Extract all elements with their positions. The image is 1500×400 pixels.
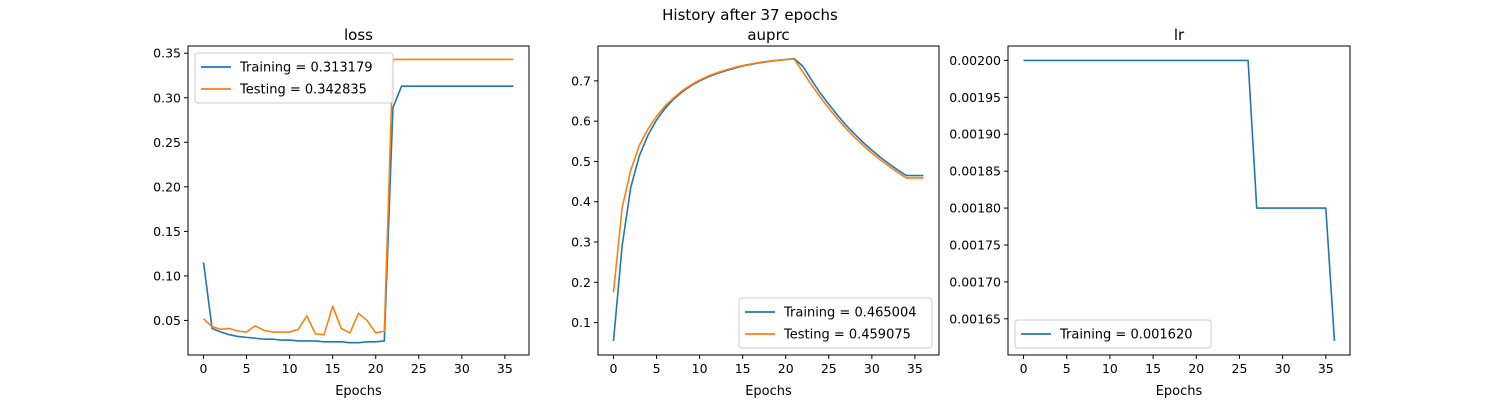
x-tick-label: 25 — [411, 361, 427, 376]
y-tick-label: 0.30 — [153, 90, 181, 105]
chart-panel-loss: loss 0 5 10 15 20 25 30 35 Epochs 0.05 0.10 0.15 0.20… — [153, 26, 530, 399]
legend-label: Testing = 0.342835 — [239, 83, 367, 98]
figure-suptitle: History after 37 epochs — [662, 6, 838, 24]
x-tick-label: 30 — [1275, 361, 1291, 376]
series-line-0 — [202, 85, 514, 344]
series-line-0 — [1023, 59, 1336, 342]
x-tick-label: 10 — [692, 361, 708, 376]
y-tick-label: 0.05 — [153, 313, 181, 328]
x-tick-label: 30 — [454, 361, 470, 376]
legend-label: Training = 0.465004 — [783, 306, 916, 321]
y-tick-label: 0.00190 — [949, 127, 1001, 142]
x-tick-label: 5 — [243, 361, 251, 376]
series-line-1 — [612, 58, 924, 293]
y-tick-label: 0.3 — [571, 235, 591, 250]
y-tick-label: 0.2 — [571, 275, 591, 290]
x-tick-label: 35 — [1318, 361, 1334, 376]
y-tick-label: 0.4 — [571, 194, 591, 209]
x-tick-label: 10 — [1102, 361, 1118, 376]
chart-panel-lr: lr 0 5 10 15 20 25 30 35 Epochs 0.00165 0.00170 0.00… — [949, 26, 1351, 399]
legend: Training = 0.465004 Testing = 0.459075 — [738, 297, 933, 349]
x-tick-label: 35 — [907, 361, 923, 376]
x-tick-label: 20 — [1188, 361, 1204, 376]
legend-box — [738, 297, 933, 349]
y-tick-label: 0.00175 — [949, 237, 1001, 252]
y-tick-label: 0.00200 — [949, 53, 1001, 68]
x-tick-label: 0 — [610, 361, 618, 376]
x-tick-label: 15 — [325, 361, 341, 376]
x-axis-label: Epochs — [1156, 384, 1203, 399]
y-tick-label: 0.1 — [571, 315, 591, 330]
y-tick-label: 0.10 — [153, 268, 181, 283]
x-tick-label: 10 — [282, 361, 298, 376]
x-tick-label: 15 — [1145, 361, 1161, 376]
x-tick-label: 0 — [1020, 361, 1028, 376]
series-line-1 — [202, 58, 514, 336]
x-axis-label: Epochs — [745, 384, 792, 399]
y-tick-label: 0.6 — [571, 114, 591, 129]
legend-box — [1014, 319, 1212, 349]
x-tick-label: 5 — [653, 361, 661, 376]
legend-label: Training = 0.001620 — [1059, 328, 1192, 343]
y-tick-label: 0.15 — [153, 224, 181, 239]
y-tick-label: 0.20 — [153, 179, 181, 194]
y-tick-label: 0.35 — [153, 46, 181, 61]
legend-label: Training = 0.313179 — [239, 61, 372, 76]
x-tick-label: 25 — [1232, 361, 1248, 376]
y-tick-label: 0.00180 — [949, 201, 1001, 216]
x-tick-label: 20 — [368, 361, 384, 376]
y-tick-label: 0.00195 — [949, 90, 1001, 105]
legend-label: Testing = 0.459075 — [783, 328, 911, 343]
y-tick-label: 0.00185 — [949, 164, 1001, 179]
x-tick-label: 20 — [778, 361, 794, 376]
y-tick-label: 0.00165 — [949, 311, 1001, 326]
plot-area — [1007, 45, 1351, 356]
x-tick-label: 30 — [864, 361, 880, 376]
chart-panel-auprc: auprc 0 5 10 15 20 25 30 35 Epochs 0.1 0.2 0.3 0.4 0.5… — [571, 26, 940, 399]
x-tick-label: 5 — [1063, 361, 1071, 376]
x-tick-label: 15 — [735, 361, 751, 376]
y-tick-label: 0.7 — [571, 73, 591, 88]
legend-box — [194, 52, 394, 104]
x-tick-label: 25 — [821, 361, 837, 376]
y-tick-label: 0.25 — [153, 135, 181, 150]
y-tick-label: 0.5 — [571, 154, 591, 169]
chart-title: auprc — [747, 26, 789, 44]
legend: Training = 0.313179 Testing = 0.342835 — [194, 52, 394, 104]
chart-title: loss — [344, 26, 373, 44]
y-tick-label: 0.00170 — [949, 274, 1001, 289]
x-axis-label: Epochs — [335, 384, 382, 399]
chart-title: lr — [1174, 26, 1185, 44]
legend: Training = 0.001620 — [1014, 319, 1212, 349]
x-tick-label: 35 — [497, 361, 513, 376]
x-tick-label: 0 — [200, 361, 208, 376]
